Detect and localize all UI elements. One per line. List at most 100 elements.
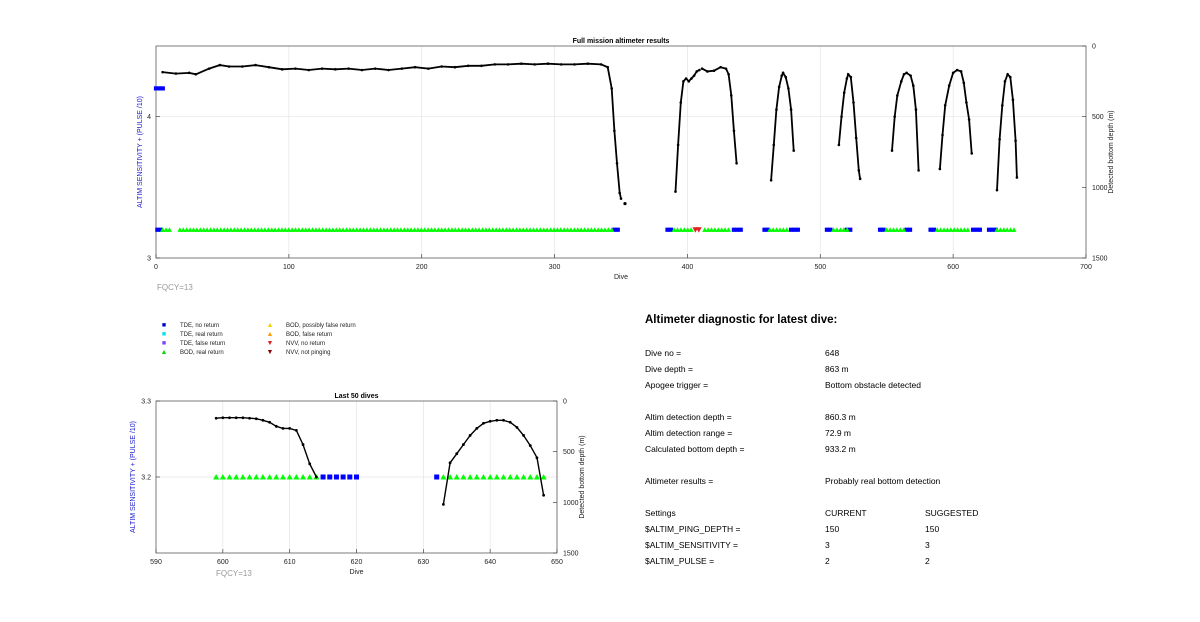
- bod-marker: [418, 227, 424, 232]
- bod-marker: [213, 474, 220, 480]
- y-right-axis-label: Detected bottom depth (m): [579, 435, 586, 518]
- tde-marker: [735, 227, 740, 232]
- bod-marker: [476, 227, 482, 232]
- bod-marker: [231, 227, 237, 232]
- bod-marker: [439, 227, 445, 232]
- bod-marker: [265, 227, 271, 232]
- diag-label: Settings: [645, 508, 676, 518]
- diag-header-current: CURRENT: [825, 508, 867, 518]
- bod-marker: [248, 227, 254, 232]
- bod-marker: [279, 227, 285, 232]
- bottom-depth-point: [732, 129, 736, 133]
- tde-marker: [731, 227, 737, 232]
- diag-label: $ALTIM_SENSITIVITY =: [645, 540, 738, 550]
- legend-label: NVV, not pinging: [286, 349, 331, 356]
- bod-marker: [1001, 227, 1007, 232]
- legend-label: BOD, possibly false return: [286, 322, 356, 329]
- bod-marker: [561, 227, 567, 232]
- bod-marker: [541, 227, 547, 232]
- bod-marker: [337, 227, 343, 232]
- bottom-depth-point: [515, 425, 519, 429]
- diag-label: Dive no =: [645, 348, 682, 358]
- legend-label: BOD, false return: [286, 331, 333, 338]
- bod-marker: [585, 227, 591, 232]
- bod-marker: [453, 474, 460, 480]
- bod-marker: [228, 227, 234, 232]
- x-tick-label: 100: [283, 264, 295, 271]
- bottom-depth-line: [216, 417, 318, 478]
- bod-marker: [394, 227, 401, 232]
- bottom-depth-point: [308, 462, 312, 466]
- bod-marker: [197, 227, 203, 232]
- x-tick-label: 590: [150, 559, 162, 566]
- diag-value: 72.9 m: [825, 428, 851, 438]
- legend-item-bod-possibly-false: ▲ BOD, possibly false return: [266, 322, 356, 329]
- x-tick-label: 400: [682, 264, 694, 271]
- bod-marker: [565, 227, 571, 232]
- bod-marker: [473, 227, 479, 232]
- bod-marker: [897, 227, 903, 232]
- bod-marker: [279, 474, 286, 480]
- bottom-depth-point: [893, 115, 896, 118]
- bod-marker: [428, 227, 435, 232]
- bottom-depth-point: [775, 108, 778, 111]
- bottom-depth-point: [599, 63, 603, 66]
- bod-marker: [289, 227, 295, 232]
- bottom-depth-point: [679, 101, 683, 104]
- tde-marker: [765, 227, 770, 232]
- bod-marker: [269, 227, 275, 232]
- x-tick-label: 600: [947, 264, 959, 271]
- nvv-marker: [695, 227, 702, 233]
- bottom-depth-point: [837, 143, 841, 147]
- bottom-depth-point: [218, 63, 222, 67]
- diag-label: $ALTIM_PING_DEPTH =: [645, 524, 741, 534]
- bottom-depth-point: [533, 63, 536, 66]
- y-tick-label: 4: [147, 114, 151, 121]
- bottom-depth-point: [700, 67, 704, 70]
- bod-marker: [292, 227, 299, 232]
- bottom-depth-point: [712, 69, 716, 73]
- fqcy-note: FQCY=13: [216, 569, 252, 578]
- bottom-depth-point: [840, 115, 843, 118]
- bottom-depth-point: [995, 188, 999, 192]
- diag-suggested: 3: [925, 540, 930, 550]
- last-50-dives-chart: 590 600 610 620 630 640 650 3.2 3.3 0 500 1000 1500 L…: [130, 393, 586, 578]
- tde-marker: [907, 227, 913, 232]
- bottom-depth-point: [943, 104, 947, 107]
- x-tick-label: 640: [484, 559, 496, 566]
- bod-marker: [364, 227, 370, 232]
- bod-marker: [293, 474, 300, 480]
- legend-marker: ▲: [266, 331, 274, 338]
- legend-label: BOD, real return: [180, 349, 224, 356]
- bod-marker: [221, 227, 227, 232]
- bottom-depth-point: [967, 118, 971, 121]
- bottom-depth-point: [890, 149, 894, 152]
- bod-marker: [725, 227, 732, 232]
- bod-marker: [551, 227, 557, 232]
- bottom-depth-point: [455, 452, 459, 456]
- bottom-depth-point: [261, 418, 265, 422]
- bottom-depth-point: [938, 167, 942, 171]
- bod-marker: [1004, 227, 1010, 232]
- bottom-depth-point: [692, 74, 696, 77]
- bod-marker: [605, 227, 611, 232]
- bod-marker: [941, 227, 947, 232]
- bod-marker: [592, 227, 598, 232]
- bottom-depth-point: [506, 63, 510, 66]
- tde-marker: [738, 227, 743, 232]
- legend-item-tde-false-return: ■ TDE, false return: [160, 340, 225, 347]
- bod-marker: [190, 227, 197, 232]
- bottom-depth-point: [475, 426, 479, 430]
- bod-marker: [398, 227, 404, 232]
- bottom-depth-point: [241, 416, 245, 420]
- bottom-depth-point: [448, 461, 452, 465]
- bottom-depth-line: [162, 62, 622, 199]
- bod-marker: [965, 227, 971, 232]
- legend-label: NVV, no return: [286, 340, 326, 347]
- bod-marker: [384, 227, 390, 232]
- bod-marker: [333, 227, 339, 232]
- bod-marker: [770, 227, 776, 232]
- plot-frame: [155, 45, 1087, 259]
- bottom-depth-point: [896, 94, 899, 97]
- bottom-depth-point: [777, 85, 781, 89]
